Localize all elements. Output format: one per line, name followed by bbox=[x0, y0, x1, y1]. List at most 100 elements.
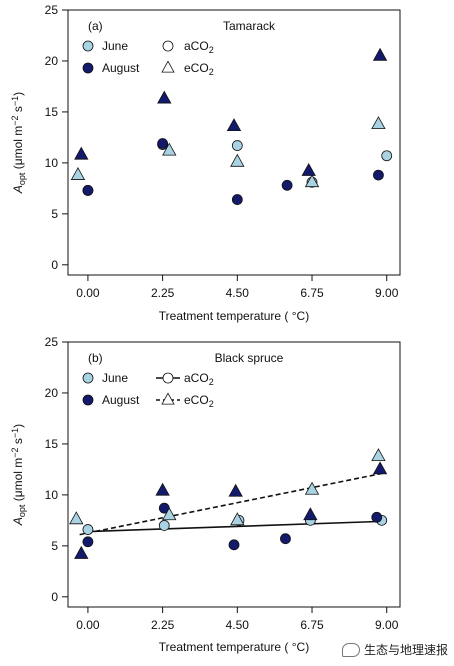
y-axis-title-part: −1 bbox=[10, 428, 20, 438]
panel-b: 0 5 10 15 20 25 0.00 2.25 4.50 6.75 9.00 Treatment … bbox=[10, 335, 401, 654]
y-tick-label: 15 bbox=[45, 437, 59, 451]
legend-marker-eco2 bbox=[161, 60, 175, 73]
legend-label: eCO2 bbox=[184, 393, 214, 409]
legend-label: aCO2 bbox=[184, 371, 214, 387]
legend-marker-aco2 bbox=[162, 40, 174, 52]
data-point bbox=[82, 524, 94, 535]
y-axis-title-part: opt bbox=[17, 172, 27, 185]
y-axis-title-part: s bbox=[11, 106, 25, 115]
data-point bbox=[281, 179, 293, 191]
legend-subscript: 2 bbox=[209, 67, 214, 77]
y-axis-title-part: −2 bbox=[10, 447, 20, 457]
legend-label: eCO2 bbox=[184, 61, 214, 77]
data-point bbox=[304, 481, 320, 495]
legend-subscript: 2 bbox=[209, 399, 214, 409]
data-point bbox=[231, 140, 243, 151]
legend-label: June bbox=[102, 39, 128, 53]
data-point bbox=[301, 162, 316, 176]
y-axis-title-part: opt bbox=[17, 504, 27, 517]
legend-marker-eco2 bbox=[161, 392, 175, 405]
data-point bbox=[226, 118, 242, 132]
panel-label: (b) bbox=[88, 351, 103, 365]
data-point bbox=[162, 142, 177, 156]
y-axis-title: Aopt (μmol m−2 s−1) bbox=[10, 424, 27, 526]
data-point bbox=[155, 482, 170, 496]
y-axis-title-part: (μmol m bbox=[11, 458, 25, 505]
data-point bbox=[228, 539, 240, 551]
y-tick-label: 0 bbox=[51, 258, 58, 272]
y-tick-label: 5 bbox=[51, 539, 58, 553]
chart-title: Tamarack bbox=[223, 19, 276, 33]
y-axis-title-part: ) bbox=[11, 92, 25, 96]
legend-marker-august bbox=[82, 62, 94, 74]
x-tick-label: 0.00 bbox=[76, 286, 100, 300]
panel-label: (a) bbox=[88, 19, 103, 33]
legend-label: August bbox=[102, 61, 140, 75]
legend-marker-august bbox=[82, 394, 94, 406]
series-august-eco2 bbox=[74, 47, 388, 176]
x-tick-label: 9.00 bbox=[375, 286, 399, 300]
y-tick-label: 0 bbox=[51, 590, 58, 604]
y-tick-label: 25 bbox=[45, 3, 59, 17]
watermark: 生态与地理速报 bbox=[341, 641, 448, 658]
legend-label: August bbox=[102, 393, 140, 407]
legend-marker-aco2 bbox=[162, 372, 174, 384]
data-point bbox=[74, 146, 89, 160]
y-axis-title-part: A bbox=[11, 185, 25, 194]
data-point bbox=[231, 194, 243, 205]
data-point bbox=[303, 507, 318, 521]
panel-a: 0 5 10 15 20 25 0.00 2.25 4.50 6.75 9.00 Treatment … bbox=[10, 3, 401, 323]
data-point bbox=[82, 185, 94, 196]
data-point bbox=[228, 483, 243, 497]
x-tick-label: 4.50 bbox=[226, 618, 250, 632]
data-point bbox=[162, 507, 177, 521]
y-axis-title-part: −2 bbox=[10, 115, 20, 125]
series-august-aco2 bbox=[82, 502, 383, 551]
series-august-eco2 bbox=[74, 461, 388, 559]
y-tick-label: 15 bbox=[45, 105, 59, 119]
x-axis-title: Treatment temperature ( °C) bbox=[159, 309, 309, 323]
data-point bbox=[372, 461, 388, 475]
legend-label: aCO2 bbox=[184, 39, 214, 55]
data-point bbox=[69, 511, 84, 525]
y-tick-label: 10 bbox=[45, 156, 59, 170]
data-point bbox=[371, 511, 383, 523]
data-point bbox=[371, 116, 386, 129]
legend: June August aCO2 eCO2 bbox=[82, 39, 214, 77]
legend-marker-june bbox=[82, 40, 94, 52]
y-axis-title-part: (μmol m bbox=[11, 126, 25, 173]
y-tick-label: 20 bbox=[45, 54, 59, 68]
series-june-eco2 bbox=[69, 448, 386, 526]
y-tick-label: 25 bbox=[45, 335, 59, 349]
legend-subscript: 2 bbox=[209, 377, 214, 387]
x-tick-label: 6.75 bbox=[300, 618, 324, 632]
data-point bbox=[230, 153, 245, 167]
data-point bbox=[157, 138, 169, 149]
series-june-aco2 bbox=[82, 139, 393, 196]
y-axis-title-part: −1 bbox=[10, 96, 20, 106]
x-tick-label: 4.50 bbox=[226, 286, 250, 300]
y-tick-label: 10 bbox=[45, 488, 59, 502]
x-axis-title: Treatment temperature ( °C) bbox=[159, 640, 309, 654]
data-point bbox=[381, 150, 393, 162]
x-tick-label: 6.75 bbox=[300, 286, 324, 300]
series-august-aco2 bbox=[82, 138, 384, 205]
y-axis-title-part: A bbox=[11, 517, 25, 526]
y-axis-title: Aopt (μmol m−2 s−1) bbox=[10, 92, 27, 194]
fit-line bbox=[87, 520, 382, 533]
y-tick-label: 20 bbox=[45, 386, 59, 400]
y-axis-title-part: ) bbox=[11, 424, 25, 428]
data-point bbox=[372, 47, 388, 61]
data-point bbox=[304, 174, 320, 188]
x-tick-label: 2.25 bbox=[151, 286, 175, 300]
data-point bbox=[70, 167, 86, 180]
wechat-bubble-icon bbox=[341, 642, 360, 657]
data-point bbox=[230, 512, 245, 526]
y-axis-title-part: s bbox=[11, 438, 25, 447]
chart-title: Black spruce bbox=[215, 351, 284, 365]
data-point bbox=[82, 536, 94, 548]
plot-frame bbox=[67, 9, 401, 276]
legend-label: June bbox=[102, 371, 128, 385]
legend-marker-june bbox=[82, 372, 94, 384]
